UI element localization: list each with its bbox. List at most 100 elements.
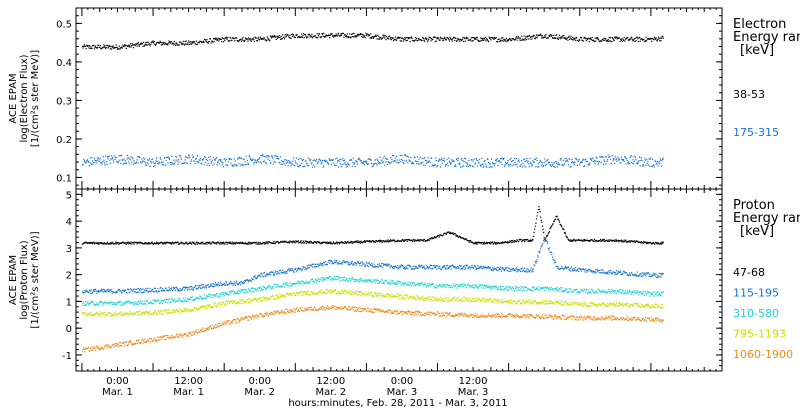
data-point [376,266,378,268]
series-proton-310-580 [81,275,664,306]
data-point [399,36,401,39]
data-point [363,241,365,243]
data-point [244,37,247,39]
data-point [368,240,370,242]
data-point [504,288,506,290]
data-point [408,283,410,286]
data-point [268,156,270,158]
data-point [161,164,164,166]
data-point [598,39,600,41]
data-point [570,266,573,268]
data-point [113,312,116,314]
data-point [249,290,251,292]
data-point [324,35,327,37]
data-point [592,157,594,159]
data-point [298,165,300,168]
data-point [257,289,260,291]
data-point [414,157,416,159]
data-point [538,206,540,208]
data-point [166,43,168,45]
data-point [157,163,159,165]
data-point [209,284,212,286]
data-point [265,162,267,164]
data-point [291,162,293,164]
data-point [486,38,488,41]
data-point [565,235,567,237]
data-point [408,159,410,161]
data-point [549,163,551,165]
data-point [476,241,478,243]
series-proton-115-195 [81,237,664,294]
data-point [233,293,235,295]
data-point [474,243,476,245]
data-point [442,265,445,267]
data-point [413,285,415,287]
data-point [623,291,625,293]
data-point [155,160,157,162]
data-point [618,158,621,160]
data-point [170,163,172,166]
data-point [566,236,568,238]
data-point [201,162,203,164]
data-point [589,291,591,293]
data-point [279,242,281,244]
data-point [454,267,456,269]
data-point [568,268,570,271]
data-point [285,162,287,164]
data-point [464,284,466,287]
data-point [241,242,243,244]
data-point [182,40,184,42]
data-point [251,277,253,280]
data-point [222,37,224,40]
data-point [290,165,292,167]
data-point [212,164,214,166]
data-point [156,242,158,244]
data-point [539,211,541,213]
data-point [605,272,607,274]
data-point [289,160,291,162]
data-point [307,157,309,159]
data-point [476,165,478,167]
data-point [482,267,484,269]
data-point [510,157,512,159]
data-point [556,34,558,36]
data-point [276,270,279,273]
data-point [642,242,644,244]
data-point [636,36,638,38]
data-point [381,37,383,39]
data-point [340,262,343,264]
data-point [282,286,284,288]
data-point [455,40,458,42]
data-point [310,36,312,38]
data-point [259,276,261,278]
data-point [594,37,596,39]
data-point [135,43,138,45]
data-point [320,163,322,165]
data-point [314,166,316,168]
data-point [598,271,600,274]
data-point [480,39,482,41]
data-point [599,290,602,292]
data-point [88,304,90,306]
data-point [356,35,358,37]
data-point [611,273,613,275]
data-point [243,282,245,284]
data-point [543,239,545,241]
data-point [457,157,459,160]
data-point [425,37,427,39]
data-point [540,165,542,167]
data-point [592,270,594,272]
data-point [455,234,458,236]
data-point [268,284,270,286]
data-point [335,33,337,35]
data-point [550,164,552,167]
data-point [556,265,558,268]
data-point [131,290,133,292]
data-point [202,41,204,43]
data-point [314,281,316,283]
data-point [560,224,562,226]
data-point [578,40,580,42]
data-point [272,288,274,290]
data-point [374,282,376,284]
data-point [580,268,582,270]
